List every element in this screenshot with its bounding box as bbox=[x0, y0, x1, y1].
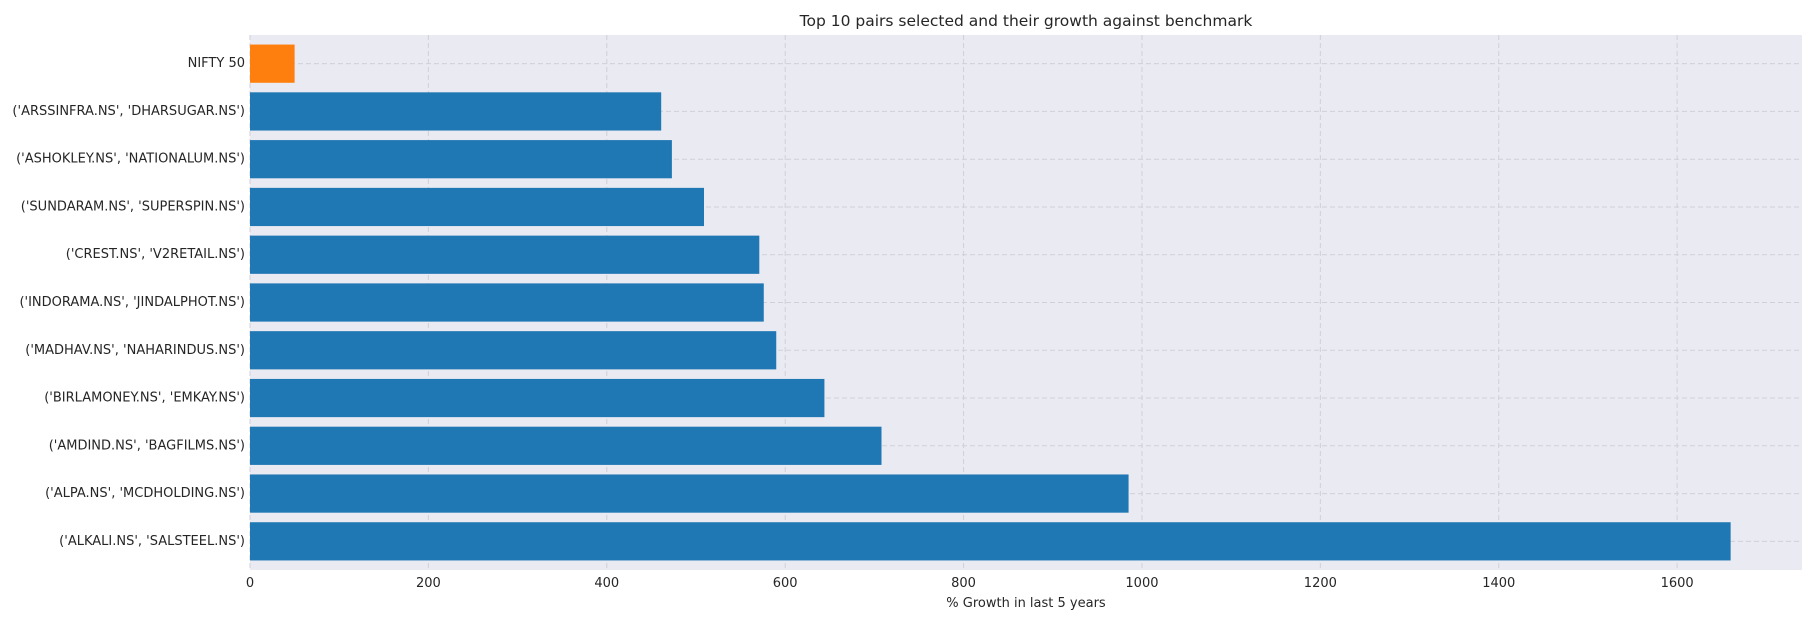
x-tick-label: 1000 bbox=[1125, 576, 1158, 591]
bar-4 bbox=[250, 235, 760, 274]
x-axis-title: % Growth in last 5 years bbox=[946, 596, 1106, 611]
bar-5 bbox=[250, 283, 764, 322]
chart-title: Top 10 pairs selected and their growth a… bbox=[799, 12, 1253, 30]
y-tick-label: ('ASHOKLEY.NS', 'NATIONALUM.NS') bbox=[16, 152, 245, 167]
bar-9 bbox=[250, 474, 1129, 513]
y-tick-label: ('INDORAMA.NS', 'JINDALPHOT.NS') bbox=[19, 295, 245, 310]
y-tick-label: ('AMDIND.NS', 'BAGFILMS.NS') bbox=[49, 438, 245, 453]
bar-3 bbox=[250, 187, 705, 227]
x-tick-label: 0 bbox=[246, 576, 254, 591]
bar-7 bbox=[250, 378, 825, 418]
y-tick-label: ('ALKALI.NS', 'SALSTEEL.NS') bbox=[59, 534, 245, 549]
y-tick-labels: NIFTY 50 ('ARSSINFRA.NS', 'DHARSUGAR.NS')… bbox=[12, 56, 245, 549]
x-tick-label: 1200 bbox=[1304, 576, 1337, 591]
x-tick-label: 1600 bbox=[1661, 576, 1694, 591]
y-tick-label: ('SUNDARAM.NS', 'SUPERSPIN.NS') bbox=[21, 199, 245, 214]
y-tick-label: NIFTY 50 bbox=[188, 56, 245, 71]
bar-10 bbox=[250, 522, 1731, 561]
x-tick-labels: 0 200 400 600 800 1000 1200 1400 1600 bbox=[246, 576, 1694, 591]
x-tick-label: 200 bbox=[416, 576, 441, 591]
y-tick-label: ('ALPA.NS', 'MCDHOLDING.NS') bbox=[45, 486, 245, 501]
y-tick-label: ('CREST.NS', 'V2RETAIL.NS') bbox=[66, 247, 245, 262]
bars bbox=[250, 44, 1731, 561]
bar-1 bbox=[250, 92, 662, 131]
x-tick-label: 1400 bbox=[1482, 576, 1515, 591]
x-tick-label: 800 bbox=[951, 576, 976, 591]
y-tick-label: ('ARSSINFRA.NS', 'DHARSUGAR.NS') bbox=[12, 104, 245, 119]
y-tick-label: ('MADHAV.NS', 'NAHARINDUS.NS') bbox=[25, 343, 245, 358]
x-tick-label: 400 bbox=[594, 576, 619, 591]
y-tick-label: ('BIRLAMONEY.NS', 'EMKAY.NS') bbox=[44, 391, 245, 406]
x-tick-label: 600 bbox=[773, 576, 798, 591]
bar-0 bbox=[250, 44, 295, 83]
bar-6 bbox=[250, 331, 777, 370]
bar-8 bbox=[250, 426, 882, 465]
bar-2 bbox=[250, 140, 672, 179]
